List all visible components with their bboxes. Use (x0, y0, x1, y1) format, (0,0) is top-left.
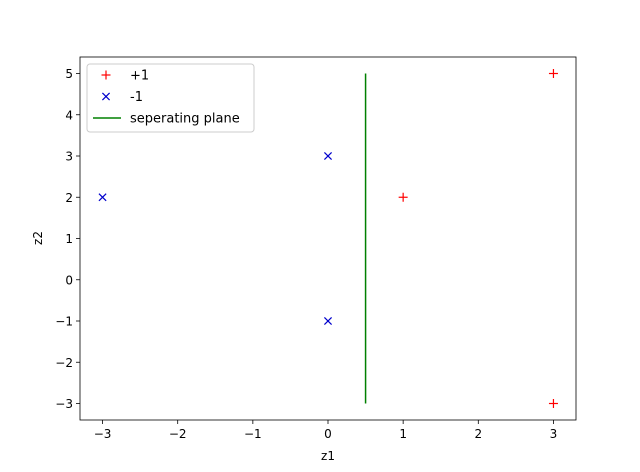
x-tick-label: 1 (399, 427, 407, 441)
y-tick-label: −2 (55, 356, 73, 370)
plot-frame (79, 56, 577, 421)
y-tick-label: 3 (65, 150, 73, 164)
y-tick-label: 1 (65, 232, 73, 246)
y-tick-label: 0 (65, 273, 73, 287)
legend-entry: +1 (101, 69, 149, 84)
legend-entry: -1 (101, 90, 143, 105)
legend: +1 -1 seperating plane (86, 63, 255, 133)
legend-label: +1 (130, 69, 149, 84)
negative-point (323, 151, 333, 161)
x-tick-label: 0 (324, 427, 332, 441)
x-tick-label: 3 (550, 427, 558, 441)
marker-stroke (323, 151, 333, 161)
y-tick-label: 5 (65, 67, 73, 81)
y-tick-label: 2 (65, 191, 73, 205)
x-tick-label: −3 (94, 427, 112, 441)
x-axis-ticks: −3 −2 −1 0 1 2 3 (94, 420, 558, 441)
legend-label: -1 (130, 90, 143, 105)
legend-entry: seperating plane (93, 112, 240, 127)
series-layer (98, 69, 558, 408)
marker-stroke (101, 92, 111, 101)
legend-marker-swatch (101, 70, 111, 80)
positive-point (548, 399, 558, 408)
marker-stroke (98, 193, 107, 202)
negative-point (98, 193, 107, 202)
negative-point (323, 316, 333, 326)
positive-point (548, 69, 558, 78)
y-tick-label: −1 (55, 315, 73, 329)
x-tick-label: −2 (169, 427, 187, 441)
x-tick-label: −1 (244, 427, 262, 441)
x-tick-label: 2 (474, 427, 482, 441)
legend-marker-swatch (101, 92, 111, 101)
legend-label: seperating plane (130, 112, 240, 127)
y-tick-label: 4 (65, 108, 73, 122)
marker-stroke (323, 316, 333, 326)
legend-box (86, 63, 255, 133)
x-axis-label: z1 (321, 449, 335, 463)
y-axis-label: z2 (31, 231, 45, 245)
y-tick-label: −3 (55, 397, 73, 411)
positive-point (398, 192, 408, 202)
y-axis-ticks: −3 −2 −1 0 1 2 3 4 5 (55, 67, 80, 411)
